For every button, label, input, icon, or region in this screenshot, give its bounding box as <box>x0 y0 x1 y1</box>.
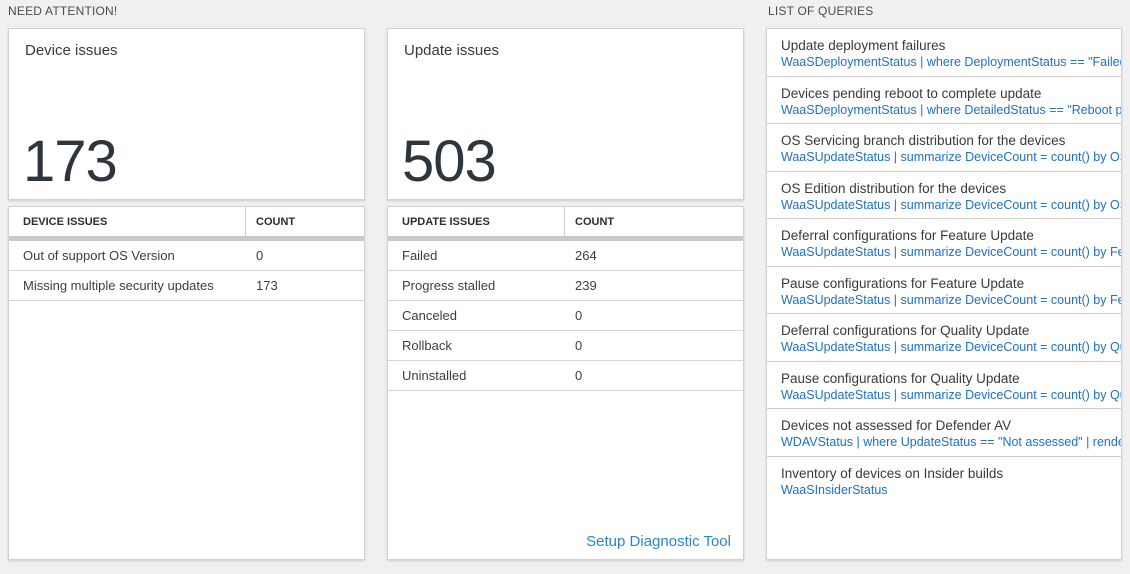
query-title: Deferral configurations for Quality Upda… <box>781 323 1030 338</box>
query-item-devices-pending-reboot[interactable]: Devices pending reboot to complete updat… <box>767 77 1121 124</box>
update-issues-tile[interactable]: Update issues 503 <box>387 28 744 200</box>
column-header-count: COUNT <box>256 215 296 228</box>
query-list: Update deployment failures WaaSDeploymen… <box>766 28 1122 560</box>
query-code[interactable]: WDAVStatus | where UpdateStatus == "Not … <box>781 435 1121 449</box>
query-item-os-servicing-branch[interactable]: OS Servicing branch distribution for the… <box>767 124 1121 172</box>
table-row[interactable]: Missing multiple security updates 173 <box>9 271 364 301</box>
device-issues-table-header: DEVICE ISSUES COUNT <box>9 207 364 236</box>
query-title: OS Edition distribution for the devices <box>781 180 1007 196</box>
update-issues-count: 503 <box>402 129 497 194</box>
table-row[interactable]: Canceled 0 <box>388 301 743 331</box>
query-item-update-deployment-failures[interactable]: Update deployment failures WaaSDeploymen… <box>767 29 1121 77</box>
query-title: Devices not assessed for Defender AV <box>781 418 1012 433</box>
column-header-update-issues: UPDATE ISSUES <box>388 207 565 236</box>
query-item-pause-quality-update[interactable]: Pause configurations for Quality Update … <box>767 362 1121 409</box>
table-header-divider <box>9 236 364 241</box>
issue-label: Out of support OS Version <box>23 248 175 263</box>
table-header-divider <box>388 236 743 241</box>
issue-count: 0 <box>575 308 583 323</box>
query-code[interactable]: WaaSUpdateStatus | summarize DeviceCount… <box>781 197 1121 212</box>
query-code[interactable]: WaaSUpdateStatus | summarize DeviceCount… <box>781 245 1121 259</box>
issue-count: 173 <box>256 278 278 293</box>
query-title: Update deployment failures <box>781 38 946 53</box>
need-attention-header: NEED ATTENTION! <box>8 4 118 18</box>
issue-label: Failed <box>402 248 438 263</box>
update-issues-table-header: UPDATE ISSUES COUNT <box>388 207 743 236</box>
list-of-queries-header: LIST OF QUERIES <box>768 4 874 18</box>
query-item-defender-av-not-assessed[interactable]: Devices not assessed for Defender AV WDA… <box>767 409 1121 457</box>
update-issues-table: UPDATE ISSUES COUNT Failed 264 Progress … <box>387 206 744 560</box>
table-row[interactable]: Progress stalled 239 <box>388 271 743 301</box>
column-header-count: COUNT <box>575 215 615 228</box>
column-header-device-issues: DEVICE ISSUES <box>9 207 246 236</box>
issue-label: Canceled <box>402 308 457 323</box>
query-code[interactable]: WaaSUpdateStatus | summarize DeviceCount… <box>781 150 1121 164</box>
query-code[interactable]: WaaSDeploymentStatus | where DetailedSta… <box>781 102 1121 117</box>
query-title: Pause configurations for Quality Update <box>781 370 1020 386</box>
issue-label: Uninstalled <box>402 368 467 383</box>
query-title: Deferral configurations for Feature Upda… <box>781 228 1034 243</box>
table-row[interactable]: Out of support OS Version 0 <box>9 241 364 271</box>
issue-count: 0 <box>256 248 264 263</box>
issue-count: 0 <box>575 338 583 353</box>
query-code[interactable]: WaaSDeploymentStatus | where DeploymentS… <box>781 55 1121 69</box>
query-code[interactable]: WaaSInsiderStatus <box>781 482 888 497</box>
query-code[interactable]: WaaSUpdateStatus | summarize DeviceCount… <box>781 292 1121 307</box>
table-row[interactable]: Failed 264 <box>388 241 743 271</box>
issue-count: 0 <box>575 368 583 383</box>
setup-diagnostic-tool-link[interactable]: Setup Diagnostic Tool <box>586 533 731 550</box>
device-issues-title: Device issues <box>25 42 118 59</box>
device-issues-count: 173 <box>23 129 118 194</box>
query-title: Inventory of devices on Insider builds <box>781 465 1004 481</box>
query-title: OS Servicing branch distribution for the… <box>781 133 1066 148</box>
update-issues-title: Update issues <box>404 42 500 59</box>
device-issues-table: DEVICE ISSUES COUNT Out of support OS Ve… <box>8 206 365 560</box>
issue-count: 264 <box>575 248 597 263</box>
table-row[interactable]: Rollback 0 <box>388 331 743 361</box>
issue-label: Rollback <box>402 338 452 353</box>
query-code[interactable]: WaaSUpdateStatus | summarize DeviceCount… <box>781 340 1121 354</box>
table-row[interactable]: Uninstalled 0 <box>388 361 743 391</box>
issue-label: Missing multiple security updates <box>23 278 214 293</box>
query-item-os-edition-distribution[interactable]: OS Edition distribution for the devices … <box>767 172 1121 219</box>
query-code[interactable]: WaaSUpdateStatus | summarize DeviceCount… <box>781 387 1121 402</box>
device-issues-tile[interactable]: Device issues 173 <box>8 28 365 200</box>
query-item-deferral-quality-update[interactable]: Deferral configurations for Quality Upda… <box>767 314 1121 362</box>
issue-label: Progress stalled <box>402 278 496 293</box>
query-item-insider-builds-inventory[interactable]: Inventory of devices on Insider builds W… <box>767 457 1121 498</box>
query-title: Devices pending reboot to complete updat… <box>781 85 1042 101</box>
query-item-pause-feature-update[interactable]: Pause configurations for Feature Update … <box>767 267 1121 314</box>
query-item-deferral-feature-update[interactable]: Deferral configurations for Feature Upda… <box>767 219 1121 267</box>
query-title: Pause configurations for Feature Update <box>781 275 1025 291</box>
issue-count: 239 <box>575 278 597 293</box>
